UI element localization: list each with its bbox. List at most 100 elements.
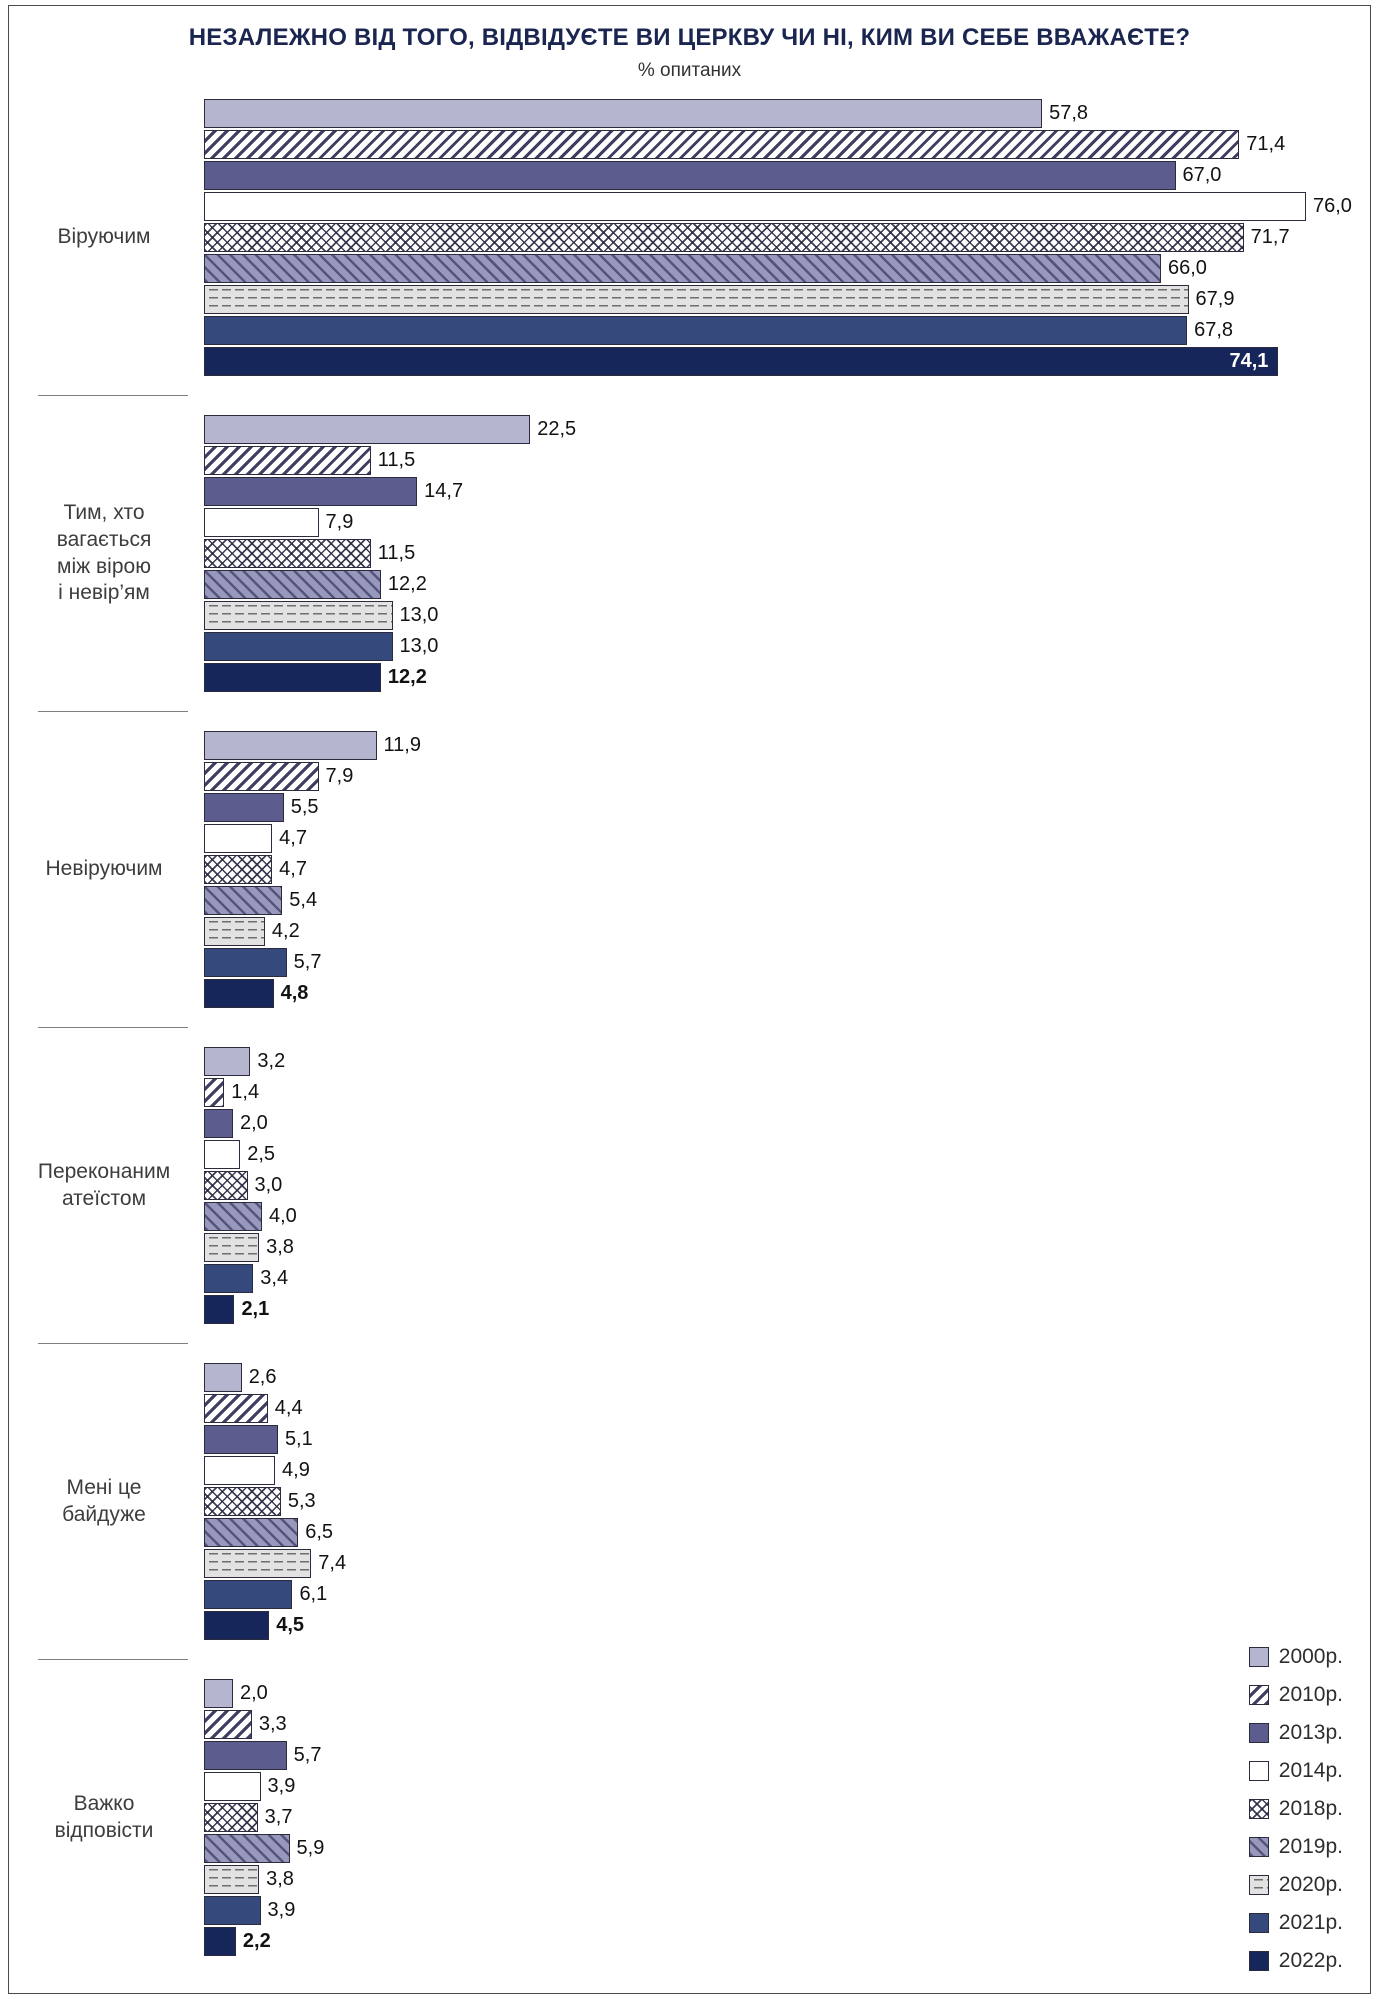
value-label: 71,7 — [1250, 226, 1290, 248]
bar-row: 71,4 — [204, 129, 1379, 160]
category-group: Мені це байдуже 2,6 4,4 5,1 4,9 5,3 6,5 7,4 6,1 4,… — [0, 1362, 1379, 1641]
bar-2013 — [204, 1425, 278, 1454]
legend-swatch-2000 — [1248, 1647, 1269, 1667]
legend-label: 2021р. — [1278, 1911, 1343, 1934]
category-label: Переконаним атеїстом — [37, 1159, 171, 1210]
legend-swatch-2022 — [1248, 1951, 1269, 1971]
value-label: 3,0 — [254, 1174, 283, 1196]
legend-label: 2000р. — [1278, 1645, 1343, 1668]
bar-row: 2,0 — [204, 1108, 1379, 1139]
value-label: 7,9 — [325, 511, 354, 533]
chart-subtitle: % опитаних — [637, 60, 742, 81]
bar-2000 — [204, 1047, 251, 1076]
bar-group: 11,9 7,9 5,5 4,7 4,7 5,4 4,2 5,7 4,8 — [204, 730, 1379, 1009]
value-label: 4,5 — [276, 1614, 305, 1636]
bar-row: 2,2 — [204, 1926, 1379, 1957]
bar-2020 — [204, 1233, 260, 1262]
bar-row: 3,9 — [204, 1771, 1379, 1802]
bar-row: 6,5 — [204, 1517, 1379, 1548]
bar-row: 11,9 — [204, 730, 1379, 761]
value-label: 4,4 — [274, 1397, 303, 1419]
bar-2010 — [204, 130, 1240, 159]
value-label: 5,9 — [296, 1837, 325, 1859]
legend-swatch-2014 — [1248, 1761, 1269, 1781]
bar-2014 — [204, 824, 273, 853]
bar-2022 — [204, 1611, 270, 1640]
bar-2022: 74,1 — [204, 347, 1279, 376]
value-label: 3,2 — [257, 1050, 286, 1072]
legend-label: 2022р. — [1278, 1949, 1343, 1972]
legend-item-2018: 2018р. — [1248, 1790, 1343, 1828]
bar-row: 5,9 — [204, 1833, 1379, 1864]
bar-row: 4,0 — [204, 1201, 1379, 1232]
bar-row: 3,9 — [204, 1895, 1379, 1926]
value-label: 2,1 — [241, 1298, 270, 1320]
value-label: 4,7 — [279, 858, 307, 880]
value-label: 74,1 — [1229, 350, 1269, 372]
bar-2010 — [204, 1710, 252, 1739]
bar-row: 5,3 — [204, 1486, 1379, 1517]
bar-row: 3,8 — [204, 1864, 1379, 1895]
value-label: 3,8 — [266, 1236, 294, 1258]
value-label: 7,9 — [325, 765, 354, 787]
legend-swatch-2021 — [1248, 1913, 1269, 1933]
bar-2013 — [204, 1741, 287, 1770]
bar-2019 — [204, 1202, 262, 1231]
value-label: 3,4 — [260, 1267, 289, 1289]
legend-swatch-2019 — [1248, 1837, 1269, 1857]
bar-chart: Віруючим 57,8 71,4 67,0 76,0 71,7 66,0 67,9 67,8… — [0, 98, 1379, 1957]
bar-row: 13,0 — [204, 631, 1379, 662]
value-label: 11,5 — [377, 449, 416, 471]
bar-2019 — [204, 886, 283, 915]
value-label: 6,1 — [299, 1583, 328, 1605]
bar-row: 5,5 — [204, 792, 1379, 823]
value-label: 3,9 — [267, 1775, 296, 1797]
bar-row: 3,0 — [204, 1170, 1379, 1201]
bar-2019 — [204, 1518, 299, 1547]
category-group: Віруючим 57,8 71,4 67,0 76,0 71,7 66,0 67,9 67,8… — [0, 98, 1379, 377]
bar-row: 14,7 — [204, 476, 1379, 507]
bar-2021 — [204, 632, 393, 661]
value-label: 2,6 — [248, 1366, 277, 1388]
bar-row: 4,7 — [204, 823, 1379, 854]
group-separator — [38, 711, 188, 712]
bar-row: 74,1 — [204, 346, 1379, 377]
bar-row: 6,1 — [204, 1579, 1379, 1610]
value-label: 3,8 — [266, 1868, 294, 1890]
bar-2014 — [204, 1772, 261, 1801]
bar-row: 2,5 — [204, 1139, 1379, 1170]
legend-item-2010: 2010р. — [1248, 1676, 1343, 1714]
value-label: 5,3 — [287, 1490, 316, 1512]
value-label: 3,7 — [264, 1806, 293, 1828]
legend-swatch-2010 — [1248, 1685, 1269, 1705]
legend-label: 2010р. — [1278, 1683, 1343, 1706]
bar-row: 4,8 — [204, 978, 1379, 1009]
bar-row: 12,2 — [204, 569, 1379, 600]
legend-item-2021: 2021р. — [1248, 1904, 1343, 1942]
bar-2020 — [204, 1865, 260, 1894]
category-label: Тим, хто вагається між вірою і невір’ям — [56, 500, 152, 605]
bar-2014 — [204, 192, 1306, 221]
legend-label: 2013р. — [1278, 1721, 1343, 1744]
bar-2018 — [204, 1171, 248, 1200]
bar-row: 5,7 — [204, 947, 1379, 978]
value-label: 2,0 — [240, 1112, 268, 1134]
bar-row: 5,1 — [204, 1424, 1379, 1455]
value-label: 4,9 — [282, 1459, 310, 1481]
legend-swatch-2018 — [1248, 1799, 1269, 1819]
category-group: Тим, хто вагається між вірою і невір’ям 22,5… — [0, 414, 1379, 693]
value-label: 57,8 — [1049, 102, 1089, 124]
bar-row: 76,0 — [204, 191, 1379, 222]
bar-row: 3,8 — [204, 1232, 1379, 1263]
value-label: 4,0 — [269, 1205, 297, 1227]
bar-row: 7,9 — [204, 761, 1379, 792]
bar-2000 — [204, 415, 531, 444]
group-separator — [38, 1027, 188, 1028]
bar-2010 — [204, 1394, 268, 1423]
bar-row: 2,0 — [204, 1678, 1379, 1709]
bar-2018 — [204, 1803, 258, 1832]
bar-2022 — [204, 1927, 236, 1956]
bar-2019 — [204, 570, 381, 599]
bar-row: 57,8 — [204, 98, 1379, 129]
